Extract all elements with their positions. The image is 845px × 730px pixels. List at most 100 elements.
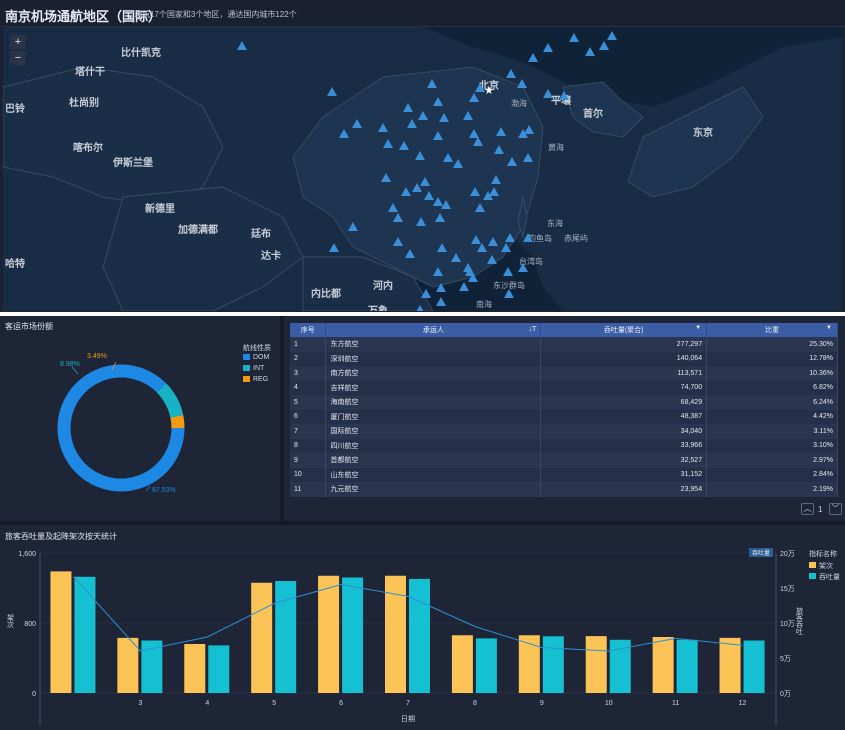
airport-marker-icon[interactable] <box>416 217 426 226</box>
airport-marker-icon[interactable] <box>473 137 483 146</box>
airport-marker-icon[interactable] <box>433 267 443 276</box>
zoom-in-button[interactable]: + <box>10 35 26 49</box>
airport-marker-icon[interactable] <box>403 103 413 112</box>
sort-icon[interactable]: ↓T <box>528 326 537 333</box>
column-header[interactable]: 承运人 ↓T <box>325 323 542 337</box>
airport-marker-icon[interactable] <box>517 79 527 88</box>
airport-marker-icon[interactable] <box>518 129 528 138</box>
airport-marker-icon[interactable] <box>599 41 609 50</box>
airport-marker-icon[interactable] <box>433 97 443 106</box>
airport-marker-icon[interactable] <box>443 153 453 162</box>
airport-marker-icon[interactable] <box>501 243 511 252</box>
table-row[interactable]: 11 九元航空 23,954 2.19% <box>290 482 838 497</box>
airport-marker-icon[interactable] <box>607 31 617 40</box>
airport-marker-icon[interactable] <box>507 157 517 166</box>
pager-next-button[interactable]: ﹀ <box>829 503 842 515</box>
airport-marker-icon[interactable] <box>506 69 516 78</box>
airport-marker-icon[interactable] <box>468 273 478 282</box>
daily-flow-chart[interactable]: 08001,6000万5万10万15万20万3 4 5 6 7 8 9 10 11 12日期架次旅… <box>0 525 845 730</box>
airport-marker-icon[interactable] <box>463 111 473 120</box>
airport-marker-icon[interactable] <box>483 191 493 200</box>
airport-marker-icon[interactable] <box>418 111 428 120</box>
airport-marker-icon[interactable] <box>487 255 497 264</box>
airport-marker-icon[interactable] <box>415 151 425 160</box>
airport-marker-icon[interactable] <box>421 289 431 298</box>
airport-marker-icon[interactable] <box>505 233 515 242</box>
airport-marker-icon[interactable] <box>407 119 417 128</box>
airport-marker-icon[interactable] <box>424 191 434 200</box>
airport-marker-icon[interactable] <box>437 243 447 252</box>
pager-prev-button[interactable]: ︿ <box>801 503 814 515</box>
airport-marker-icon[interactable] <box>524 125 534 134</box>
airport-marker-icon[interactable] <box>518 263 528 272</box>
airport-marker-icon[interactable] <box>427 79 437 88</box>
airport-marker-icon[interactable] <box>401 187 411 196</box>
airport-marker-icon[interactable] <box>420 177 430 186</box>
airport-marker-icon[interactable] <box>415 305 425 311</box>
airport-marker-icon[interactable] <box>477 243 487 252</box>
airport-marker-icon[interactable] <box>543 43 553 52</box>
legend-item-dom[interactable]: DOM <box>243 354 269 361</box>
airport-marker-icon[interactable] <box>496 127 506 136</box>
airport-marker-icon[interactable] <box>543 89 553 98</box>
airport-marker-icon[interactable] <box>339 129 349 138</box>
column-header[interactable]: 比重 ▼ <box>706 323 838 337</box>
airport-marker-icon[interactable] <box>569 33 579 42</box>
airport-marker-icon[interactable] <box>504 289 514 298</box>
airport-marker-icon[interactable] <box>436 283 446 292</box>
table-row[interactable]: 2 深圳航空 140,064 12.78% <box>290 351 838 366</box>
table-row[interactable]: 9 首都航空 32,527 2.97% <box>290 453 838 468</box>
airport-marker-icon[interactable] <box>528 53 538 62</box>
airport-marker-icon[interactable] <box>523 233 533 242</box>
legend-item-reg[interactable]: REG <box>243 376 268 383</box>
airport-marker-icon[interactable] <box>475 83 485 92</box>
zoom-out-button[interactable]: − <box>10 51 26 65</box>
airport-marker-icon[interactable] <box>329 243 339 252</box>
airport-marker-icon[interactable] <box>471 235 481 244</box>
airport-marker-icon[interactable] <box>451 253 461 262</box>
airport-marker-icon[interactable] <box>491 175 501 184</box>
legend-item-int[interactable]: INT <box>243 365 264 372</box>
airport-marker-icon[interactable] <box>327 87 337 96</box>
airport-marker-icon[interactable] <box>559 91 569 100</box>
table-row[interactable]: 4 吉祥航空 74,700 6.82% <box>290 380 838 395</box>
airport-marker-icon[interactable] <box>494 145 504 154</box>
airport-marker-icon[interactable] <box>470 187 480 196</box>
table-row[interactable]: 6 厦门航空 48,387 4.42% <box>290 409 838 424</box>
table-row[interactable]: 3 南方航空 113,571 10.36% <box>290 366 838 381</box>
airport-marker-icon[interactable] <box>489 187 499 196</box>
airport-marker-icon[interactable] <box>388 203 398 212</box>
airport-marker-icon[interactable] <box>381 173 391 182</box>
airport-marker-icon[interactable] <box>436 297 446 306</box>
airport-marker-icon[interactable] <box>488 237 498 246</box>
dropdown-icon[interactable]: ▼ <box>826 325 832 331</box>
airport-marker-icon[interactable] <box>439 113 449 122</box>
airport-marker-icon[interactable] <box>237 41 247 50</box>
route-map[interactable]: + − 比什凯克 塔什干 杜尚别 喀布尔 伊斯兰堡 新德里 加德满都 廷布 达卡… <box>3 27 842 311</box>
table-row[interactable]: 1 东方航空 277,297 25.30% <box>290 337 838 352</box>
airport-marker-icon[interactable] <box>348 222 358 231</box>
table-row[interactable]: 8 四川航空 33,966 3.10% <box>290 438 838 453</box>
airport-marker-icon[interactable] <box>585 47 595 56</box>
airport-marker-icon[interactable] <box>383 139 393 148</box>
airport-marker-icon[interactable] <box>475 203 485 212</box>
airport-marker-icon[interactable] <box>469 93 479 102</box>
airport-marker-icon[interactable] <box>523 153 533 162</box>
donut-chart[interactable] <box>0 316 280 521</box>
airport-marker-icon[interactable] <box>465 267 475 276</box>
airport-marker-icon[interactable] <box>433 197 443 206</box>
table-row[interactable]: 10 山东航空 31,152 2.84% <box>290 467 838 482</box>
airport-marker-icon[interactable] <box>469 129 479 138</box>
airport-marker-icon[interactable] <box>433 131 443 140</box>
airport-marker-icon[interactable] <box>405 249 415 258</box>
airport-marker-icon[interactable] <box>503 267 513 276</box>
airport-marker-icon[interactable] <box>378 123 388 132</box>
airport-marker-icon[interactable] <box>441 200 451 209</box>
airport-marker-icon[interactable] <box>393 213 403 222</box>
airport-marker-icon[interactable] <box>435 213 445 222</box>
airport-marker-icon[interactable] <box>399 141 409 150</box>
table-row[interactable]: 7 国际航空 34,040 3.11% <box>290 424 838 439</box>
airport-marker-icon[interactable] <box>393 237 403 246</box>
table-row[interactable]: 5 海南航空 68,429 6.24% <box>290 395 838 410</box>
column-header[interactable]: 吞吐量(聚合) ▼ <box>540 323 708 337</box>
